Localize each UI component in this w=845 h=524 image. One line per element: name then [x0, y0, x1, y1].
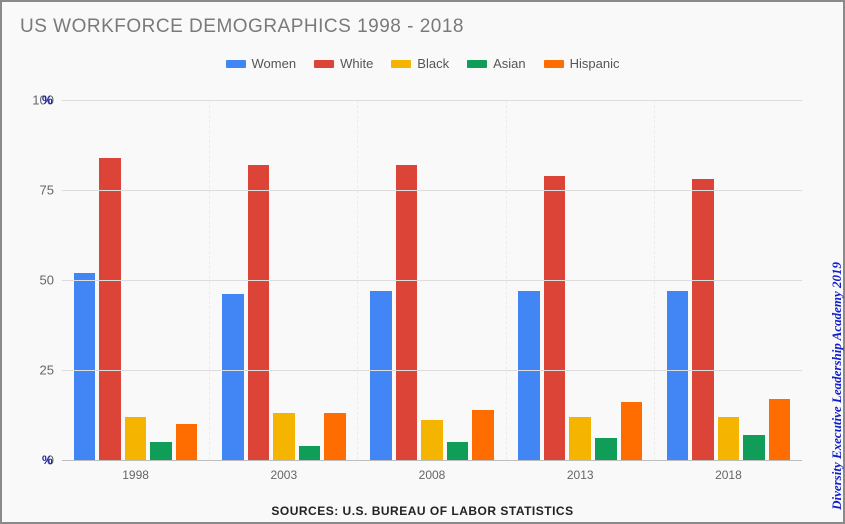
- bar-asian: [299, 446, 321, 460]
- legend-swatch-asian: [467, 60, 487, 68]
- y-tick-label: 50: [40, 273, 54, 288]
- legend-item-black: Black: [391, 56, 449, 71]
- legend-label: Women: [252, 56, 297, 71]
- legend-swatch-white: [314, 60, 334, 68]
- legend-swatch-black: [391, 60, 411, 68]
- bar-black: [569, 417, 591, 460]
- y-tick-label: 75: [40, 183, 54, 198]
- gridline: [62, 370, 802, 371]
- bar-asian: [447, 442, 469, 460]
- bar-hispanic: [176, 424, 198, 460]
- bar-white: [544, 176, 566, 460]
- x-tick-label: 2008: [358, 468, 505, 482]
- legend-swatch-hispanic: [544, 60, 564, 68]
- legend-label: White: [340, 56, 373, 71]
- chart-title: US WORKFORCE DEMOGRAPHICS 1998 - 2018: [20, 16, 464, 38]
- x-tick-label: 1998: [62, 468, 209, 482]
- legend-item-asian: Asian: [467, 56, 526, 71]
- bar-women: [518, 291, 540, 460]
- legend-swatch-women: [226, 60, 246, 68]
- x-tick-label: 2013: [507, 468, 654, 482]
- legend-item-hispanic: Hispanic: [544, 56, 620, 71]
- bar-women: [370, 291, 392, 460]
- bar-white: [396, 165, 418, 460]
- gridline: [62, 280, 802, 281]
- bar-black: [718, 417, 740, 460]
- bar-women: [667, 291, 689, 460]
- bar-hispanic: [621, 402, 643, 460]
- bar-black: [421, 420, 443, 460]
- legend-label: Hispanic: [570, 56, 620, 71]
- y-unit-label: %: [42, 453, 53, 467]
- source-line: SOURCES: U.S. BUREAU OF LABOR STATISTICS: [2, 504, 843, 518]
- legend-item-white: White: [314, 56, 373, 71]
- legend-label: Black: [417, 56, 449, 71]
- bar-black: [125, 417, 147, 460]
- bar-hispanic: [472, 410, 494, 460]
- bar-black: [273, 413, 295, 460]
- legend: Women White Black Asian Hispanic: [2, 56, 843, 71]
- bar-white: [99, 158, 121, 460]
- bar-women: [222, 294, 244, 460]
- bar-asian: [150, 442, 172, 460]
- x-tick-label: 2018: [655, 468, 802, 482]
- bar-hispanic: [769, 399, 791, 460]
- x-tick-label: 2003: [210, 468, 357, 482]
- legend-item-women: Women: [226, 56, 297, 71]
- bar-hispanic: [324, 413, 346, 460]
- bar-asian: [743, 435, 765, 460]
- chart-frame: US WORKFORCE DEMOGRAPHICS 1998 - 2018 Wo…: [0, 0, 845, 524]
- legend-label: Asian: [493, 56, 526, 71]
- y-tick-label: 25: [40, 363, 54, 378]
- bar-white: [692, 179, 714, 460]
- y-unit-label: %: [42, 93, 53, 107]
- gridline: [62, 100, 802, 101]
- bar-white: [248, 165, 270, 460]
- side-credit: Diversity Executive Leadership Academy 2…: [829, 262, 845, 510]
- gridline: [62, 460, 802, 461]
- bar-women: [74, 273, 96, 460]
- plot-area: 19982003200820132018 0255075100%%: [62, 100, 802, 460]
- bar-asian: [595, 438, 617, 460]
- gridline: [62, 190, 802, 191]
